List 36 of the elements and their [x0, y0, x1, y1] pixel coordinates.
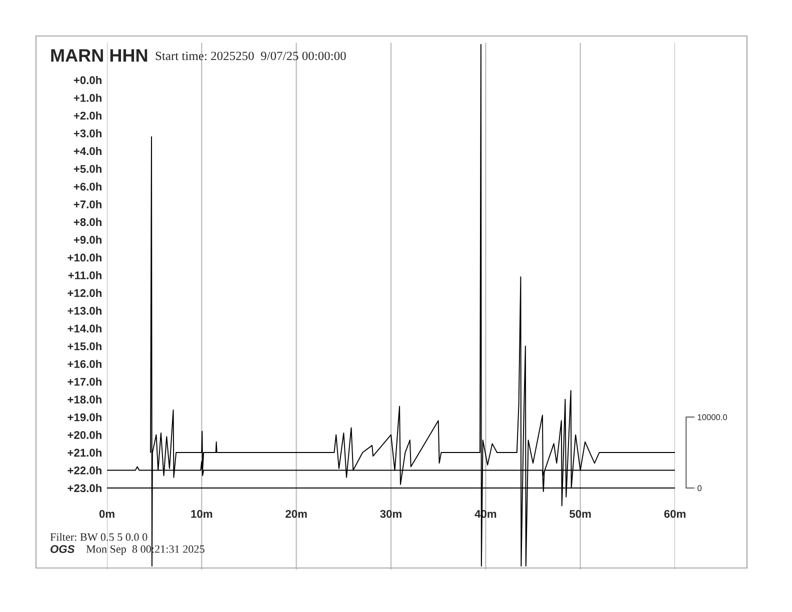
y-tick-label: +13.0h [68, 306, 102, 315]
y-tick-label: +12.0h [68, 288, 102, 298]
x-tick-label: 10m [191, 510, 212, 518]
y-tick-label: +2.0h [74, 111, 102, 120]
x-tick-label: 50m [570, 510, 591, 518]
y-tick-label: +1.0h [74, 94, 102, 102]
y-tick-label: +21.0h [68, 448, 102, 457]
y-tick-label: +11.0h [68, 271, 102, 280]
y-tick-label: +10.0h [68, 253, 102, 262]
y-tick-label: +17.0h [68, 378, 102, 386]
y-tick-label: +4.0h [74, 146, 102, 156]
y-tick-label: +22.0h [68, 466, 102, 474]
y-tick-label: +15.0h [68, 342, 102, 350]
y2-tick-label: 0 [698, 485, 702, 492]
y-tick-label: +23.0h [68, 484, 102, 492]
y-tick-label: +6.0h [74, 182, 102, 191]
x-tick-label: 20m [286, 510, 307, 518]
y2-tick-label: 10000.0 [698, 414, 728, 420]
y-tick-label: +8.0h [74, 218, 102, 226]
x-tick-label: 60m [664, 510, 686, 518]
annotation: Filter: BW 0.5 5 0.0 0 [50, 532, 148, 541]
y-tick-label: +7.0h [74, 200, 102, 208]
y-tick-label: +18.0h [68, 395, 102, 404]
y-tick-label: +19.0h [68, 413, 102, 422]
y-tick-label: +14.0h [68, 324, 102, 332]
y-tick-label: +5.0h [74, 164, 102, 173]
y-tick-label: +20.0h [68, 430, 102, 439]
y-tick-label: +3.0h [74, 129, 102, 138]
y-tick-label: +9.0h [74, 236, 102, 244]
text: Start time: 2025250 9/07/25 00:00:00 [156, 52, 346, 60]
chart-title: MARN HHN [51, 49, 148, 62]
y-tick-label: +0.0h [74, 76, 102, 84]
x-tick-label: 30m [380, 510, 402, 518]
x-tick-label: 0m [99, 510, 114, 518]
y-tick-label: +16.0h [68, 360, 102, 368]
text: OGS [50, 545, 75, 553]
